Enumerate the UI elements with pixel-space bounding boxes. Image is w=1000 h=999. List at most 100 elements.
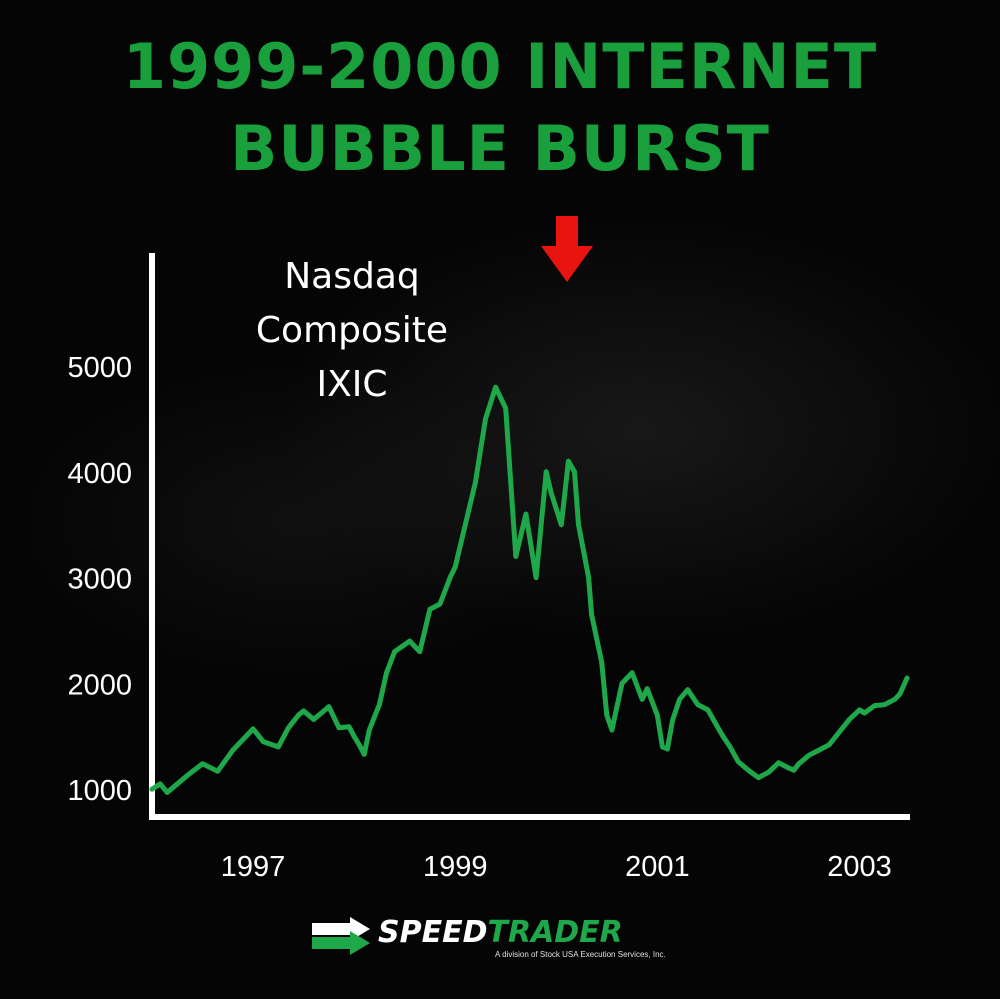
series-point [200, 761, 205, 767]
series-point [301, 708, 306, 714]
y-tick-labels: 1000 2000 3000 4000 5000 [67, 352, 132, 807]
x-tick-label: 2001 [625, 851, 690, 883]
series-point [872, 703, 877, 708]
series-point [523, 511, 529, 517]
series-point [715, 725, 721, 731]
series-point [776, 760, 781, 766]
series-point [336, 725, 342, 731]
logo-word-trader: TRADER [487, 915, 623, 950]
series-point [149, 786, 155, 792]
series-point [677, 696, 682, 702]
series-point [346, 724, 352, 730]
series-point [311, 717, 317, 722]
y-tick-label: 2000 [67, 669, 132, 701]
series-point [582, 554, 587, 559]
series-point [670, 718, 675, 723]
series-point [286, 725, 291, 731]
series-point [745, 767, 751, 773]
series-point [174, 781, 180, 787]
series-point [250, 726, 256, 732]
series-point [639, 696, 645, 702]
series-point [275, 744, 281, 750]
series-point [361, 751, 367, 757]
y-tick-label: 4000 [67, 458, 132, 490]
series-point [720, 733, 726, 739]
logo-wordmark: SPEEDTRADER [378, 915, 623, 951]
series-point [437, 601, 443, 607]
logo-subtitle: A division of Stock USA Execution Servic… [495, 950, 666, 959]
series-point [260, 739, 266, 744]
series-point [392, 649, 397, 655]
series-point [806, 752, 812, 758]
series-point [862, 710, 867, 716]
series-point [599, 659, 605, 665]
series-point [356, 742, 362, 748]
series-point [452, 564, 458, 570]
series-point [644, 686, 650, 692]
series-point [705, 707, 711, 713]
x-tick-label: 1999 [423, 851, 488, 883]
series-point [604, 712, 610, 718]
series-point [786, 765, 792, 771]
series-point [384, 670, 389, 676]
page-title: 1999-2000 INTERNET BUBBLE BURST [0, 26, 1000, 190]
series-point [326, 704, 332, 710]
title-line-1: 1999-2000 INTERNET [122, 30, 878, 103]
series-point [417, 649, 423, 655]
series-point [586, 575, 591, 580]
series-point [503, 405, 509, 411]
x-tick-label: 2003 [827, 851, 892, 883]
series-point [157, 781, 163, 787]
series-point [892, 696, 898, 702]
x-tick-label: 1997 [221, 851, 286, 883]
series-point [897, 691, 903, 697]
series-point [609, 727, 615, 733]
series-point [296, 712, 301, 718]
series-point [164, 790, 170, 795]
y-tick-label: 3000 [67, 564, 132, 596]
annotation-line-1: Nasdaq [284, 256, 420, 297]
x-tick-labels: 1997 1999 2001 2003 [221, 851, 892, 883]
series-point [695, 702, 701, 707]
series-point [351, 733, 357, 739]
series-point [756, 775, 761, 780]
series-point [572, 469, 577, 475]
series-point [513, 554, 519, 559]
series-point [185, 773, 190, 778]
series-point [377, 702, 382, 707]
annotation-line-3: IXIC [316, 364, 387, 405]
series-point [427, 606, 433, 612]
logo-word-speed: SPEED [378, 915, 488, 950]
chart-axes [149, 253, 910, 820]
series-point [589, 612, 594, 617]
double-arrow-icon [312, 917, 370, 955]
peak-arrow-icon [541, 216, 593, 282]
series-point [836, 729, 842, 735]
series-point [462, 522, 468, 528]
series-point [230, 747, 236, 753]
series-point [857, 707, 862, 713]
series-point [660, 744, 665, 750]
series-point [629, 670, 635, 676]
nasdaq-series-line [149, 384, 910, 795]
series-point [816, 747, 822, 753]
series-points [149, 384, 910, 795]
series-point [735, 759, 741, 765]
y-tick-label: 1000 [67, 775, 132, 807]
series-point [366, 727, 372, 733]
series-point [548, 490, 554, 496]
series-point [558, 522, 564, 528]
series-point [654, 712, 660, 718]
series-point [240, 737, 246, 742]
series-point [215, 768, 221, 774]
series-point [624, 675, 630, 681]
y-tick-label: 5000 [67, 352, 132, 384]
speedtrader-logo: SPEEDTRADER A division of Stock USA Exec… [310, 915, 700, 975]
series-point [407, 638, 413, 644]
series-point [796, 761, 802, 767]
series-point [543, 469, 549, 475]
title-line-2: BUBBLE BURST [230, 112, 770, 185]
series-point [727, 744, 733, 750]
